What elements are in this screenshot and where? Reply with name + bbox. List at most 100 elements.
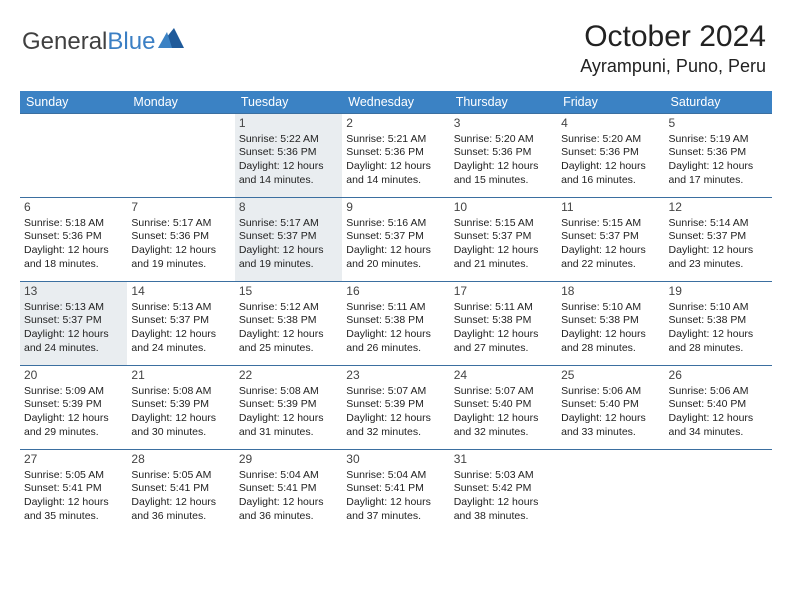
sunrise-text: Sunrise: 5:15 AM bbox=[561, 217, 660, 231]
sunrise-text: Sunrise: 5:08 AM bbox=[239, 385, 338, 399]
daylight-text: Daylight: 12 hours bbox=[24, 244, 123, 258]
sunset-text: Sunset: 5:40 PM bbox=[669, 398, 768, 412]
sunrise-text: Sunrise: 5:17 AM bbox=[239, 217, 338, 231]
sunset-text: Sunset: 5:38 PM bbox=[669, 314, 768, 328]
daylight-text: Daylight: 12 hours bbox=[239, 160, 338, 174]
calendar-day-cell: 20Sunrise: 5:09 AMSunset: 5:39 PMDayligh… bbox=[20, 366, 127, 450]
daylight-text: and 32 minutes. bbox=[346, 426, 445, 440]
calendar-day-cell: 3Sunrise: 5:20 AMSunset: 5:36 PMDaylight… bbox=[450, 114, 557, 198]
daylight-text: Daylight: 12 hours bbox=[24, 496, 123, 510]
calendar-day-cell: 11Sunrise: 5:15 AMSunset: 5:37 PMDayligh… bbox=[557, 198, 664, 282]
daylight-text: and 26 minutes. bbox=[346, 342, 445, 356]
sunrise-text: Sunrise: 5:03 AM bbox=[454, 469, 553, 483]
daylight-text: and 25 minutes. bbox=[239, 342, 338, 356]
calendar-day-cell: 22Sunrise: 5:08 AMSunset: 5:39 PMDayligh… bbox=[235, 366, 342, 450]
sunset-text: Sunset: 5:41 PM bbox=[346, 482, 445, 496]
day-number: 5 bbox=[669, 116, 768, 132]
sunrise-text: Sunrise: 5:13 AM bbox=[131, 301, 230, 315]
sunset-text: Sunset: 5:39 PM bbox=[346, 398, 445, 412]
daylight-text: Daylight: 12 hours bbox=[131, 496, 230, 510]
calendar-day-cell: 25Sunrise: 5:06 AMSunset: 5:40 PMDayligh… bbox=[557, 366, 664, 450]
daylight-text: and 21 minutes. bbox=[454, 258, 553, 272]
daylight-text: and 20 minutes. bbox=[346, 258, 445, 272]
sunset-text: Sunset: 5:40 PM bbox=[561, 398, 660, 412]
daylight-text: and 27 minutes. bbox=[454, 342, 553, 356]
day-number: 30 bbox=[346, 452, 445, 468]
dayname-thursday: Thursday bbox=[450, 91, 557, 114]
calendar-header-row: Sunday Monday Tuesday Wednesday Thursday… bbox=[20, 91, 772, 114]
sunset-text: Sunset: 5:36 PM bbox=[669, 146, 768, 160]
calendar-day-cell: 12Sunrise: 5:14 AMSunset: 5:37 PMDayligh… bbox=[665, 198, 772, 282]
calendar-day-cell: 2Sunrise: 5:21 AMSunset: 5:36 PMDaylight… bbox=[342, 114, 449, 198]
sunset-text: Sunset: 5:36 PM bbox=[24, 230, 123, 244]
sunset-text: Sunset: 5:39 PM bbox=[239, 398, 338, 412]
day-number: 7 bbox=[131, 200, 230, 216]
daylight-text: and 19 minutes. bbox=[239, 258, 338, 272]
sunrise-text: Sunrise: 5:08 AM bbox=[131, 385, 230, 399]
daylight-text: and 19 minutes. bbox=[131, 258, 230, 272]
sunset-text: Sunset: 5:37 PM bbox=[131, 314, 230, 328]
sunset-text: Sunset: 5:37 PM bbox=[239, 230, 338, 244]
calendar-day-cell: 24Sunrise: 5:07 AMSunset: 5:40 PMDayligh… bbox=[450, 366, 557, 450]
daylight-text: and 36 minutes. bbox=[131, 510, 230, 524]
sunset-text: Sunset: 5:41 PM bbox=[24, 482, 123, 496]
day-number: 29 bbox=[239, 452, 338, 468]
sunrise-text: Sunrise: 5:14 AM bbox=[669, 217, 768, 231]
day-number: 22 bbox=[239, 368, 338, 384]
sunrise-text: Sunrise: 5:07 AM bbox=[346, 385, 445, 399]
logo-text-blue: Blue bbox=[107, 28, 155, 56]
sunrise-text: Sunrise: 5:04 AM bbox=[239, 469, 338, 483]
daylight-text: Daylight: 12 hours bbox=[131, 244, 230, 258]
daylight-text: Daylight: 12 hours bbox=[346, 160, 445, 174]
daylight-text: and 30 minutes. bbox=[131, 426, 230, 440]
daylight-text: and 28 minutes. bbox=[561, 342, 660, 356]
daylight-text: Daylight: 12 hours bbox=[454, 244, 553, 258]
calendar-day-cell: 10Sunrise: 5:15 AMSunset: 5:37 PMDayligh… bbox=[450, 198, 557, 282]
day-number: 16 bbox=[346, 284, 445, 300]
sunrise-text: Sunrise: 5:06 AM bbox=[669, 385, 768, 399]
calendar-day-cell: 31Sunrise: 5:03 AMSunset: 5:42 PMDayligh… bbox=[450, 450, 557, 534]
daylight-text: Daylight: 12 hours bbox=[346, 244, 445, 258]
daylight-text: Daylight: 12 hours bbox=[454, 412, 553, 426]
sunset-text: Sunset: 5:37 PM bbox=[346, 230, 445, 244]
day-number: 14 bbox=[131, 284, 230, 300]
sunrise-text: Sunrise: 5:15 AM bbox=[454, 217, 553, 231]
daylight-text: and 22 minutes. bbox=[561, 258, 660, 272]
sunrise-text: Sunrise: 5:11 AM bbox=[454, 301, 553, 315]
daylight-text: Daylight: 12 hours bbox=[561, 244, 660, 258]
sunrise-text: Sunrise: 5:16 AM bbox=[346, 217, 445, 231]
day-number: 21 bbox=[131, 368, 230, 384]
sunrise-text: Sunrise: 5:21 AM bbox=[346, 133, 445, 147]
calendar-day-cell: 29Sunrise: 5:04 AMSunset: 5:41 PMDayligh… bbox=[235, 450, 342, 534]
daylight-text: and 15 minutes. bbox=[454, 174, 553, 188]
calendar-day-cell: 14Sunrise: 5:13 AMSunset: 5:37 PMDayligh… bbox=[127, 282, 234, 366]
sunrise-text: Sunrise: 5:06 AM bbox=[561, 385, 660, 399]
calendar-table: Sunday Monday Tuesday Wednesday Thursday… bbox=[20, 91, 772, 534]
calendar-week: 27Sunrise: 5:05 AMSunset: 5:41 PMDayligh… bbox=[20, 450, 772, 534]
dayname-tuesday: Tuesday bbox=[235, 91, 342, 114]
day-number: 27 bbox=[24, 452, 123, 468]
daylight-text: and 14 minutes. bbox=[346, 174, 445, 188]
sunrise-text: Sunrise: 5:10 AM bbox=[561, 301, 660, 315]
daylight-text: and 23 minutes. bbox=[669, 258, 768, 272]
day-number: 24 bbox=[454, 368, 553, 384]
daylight-text: Daylight: 12 hours bbox=[131, 328, 230, 342]
sunset-text: Sunset: 5:37 PM bbox=[24, 314, 123, 328]
calendar-page: GeneralBlue October 2024 Ayrampuni, Puno… bbox=[0, 0, 792, 612]
sunset-text: Sunset: 5:38 PM bbox=[346, 314, 445, 328]
daylight-text: Daylight: 12 hours bbox=[669, 328, 768, 342]
sunrise-text: Sunrise: 5:18 AM bbox=[24, 217, 123, 231]
day-number: 1 bbox=[239, 116, 338, 132]
daylight-text: Daylight: 12 hours bbox=[454, 160, 553, 174]
daylight-text: and 28 minutes. bbox=[669, 342, 768, 356]
sunrise-text: Sunrise: 5:04 AM bbox=[346, 469, 445, 483]
daylight-text: Daylight: 12 hours bbox=[24, 328, 123, 342]
day-number: 11 bbox=[561, 200, 660, 216]
daylight-text: and 16 minutes. bbox=[561, 174, 660, 188]
daylight-text: and 34 minutes. bbox=[669, 426, 768, 440]
daylight-text: Daylight: 12 hours bbox=[346, 328, 445, 342]
calendar-day-cell: 9Sunrise: 5:16 AMSunset: 5:37 PMDaylight… bbox=[342, 198, 449, 282]
sunrise-text: Sunrise: 5:07 AM bbox=[454, 385, 553, 399]
calendar-day-cell: 4Sunrise: 5:20 AMSunset: 5:36 PMDaylight… bbox=[557, 114, 664, 198]
daylight-text: Daylight: 12 hours bbox=[239, 496, 338, 510]
